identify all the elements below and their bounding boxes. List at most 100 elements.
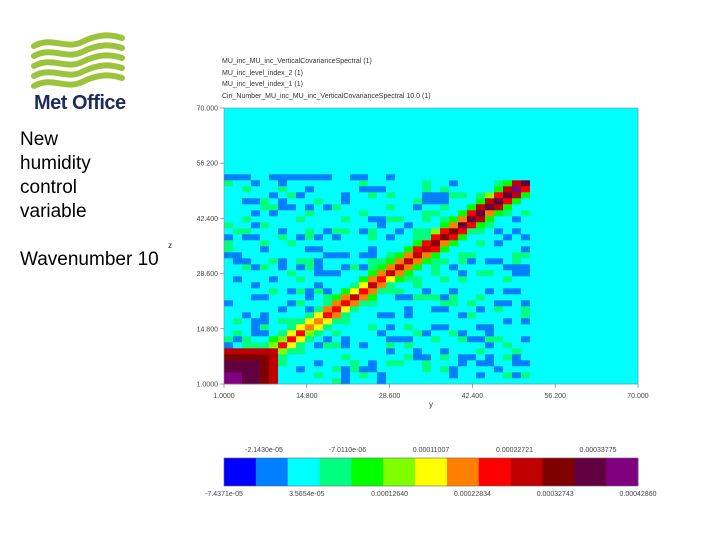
heatmap-cell [341, 126, 351, 133]
heatmap-cell [278, 186, 288, 193]
heatmap-cell [575, 378, 585, 385]
heatmap-cell [629, 360, 639, 367]
heatmap-cell [242, 114, 252, 121]
heatmap-cell [575, 114, 585, 121]
heatmap-cell [422, 318, 432, 325]
heatmap-cell [530, 222, 540, 229]
heatmap-cell [377, 234, 387, 241]
heatmap-cell [233, 162, 243, 169]
heatmap-cell [251, 156, 261, 163]
heatmap-cell [233, 264, 243, 271]
heatmap-cell [377, 228, 387, 235]
heatmap-cell [323, 138, 333, 145]
heatmap-cell [512, 174, 522, 181]
heatmap-cell [242, 192, 252, 199]
heatmap-cell [620, 150, 630, 157]
heatmap-cell [305, 366, 315, 373]
heatmap-cell [287, 288, 297, 295]
heatmap-cell [557, 336, 567, 343]
heatmap-cell [485, 210, 495, 217]
heatmap-cell [269, 258, 279, 265]
heatmap-cell [530, 318, 540, 325]
heatmap-cell [467, 336, 477, 343]
heatmap-cell [260, 174, 270, 181]
heatmap-cell [485, 132, 495, 139]
heatmap-cell [494, 114, 504, 121]
heatmap-cell [260, 114, 270, 121]
heatmap-cell [440, 336, 450, 343]
heatmap-cell [575, 264, 585, 271]
heatmap-cell [413, 168, 423, 175]
heatmap-cell [251, 198, 261, 205]
heatmap-cell [413, 282, 423, 289]
heatmap-cell [413, 306, 423, 313]
heatmap-cell [242, 222, 252, 229]
heatmap-cell [386, 186, 396, 193]
heatmap-cell [314, 348, 324, 355]
heatmap-cell [332, 174, 342, 181]
heatmap-cell [557, 366, 567, 373]
heatmap-cell [413, 114, 423, 121]
heatmap-cell [548, 270, 558, 277]
colorbar-swatch [510, 458, 543, 486]
heatmap-cell [629, 282, 639, 289]
heatmap-cell [242, 246, 252, 253]
heatmap-cell [314, 294, 324, 301]
heatmap-cell [287, 258, 297, 265]
heatmap-cell [323, 258, 333, 265]
heatmap-cell [350, 162, 360, 169]
heatmap-cell [278, 294, 288, 301]
heatmap-cell [584, 378, 594, 385]
heatmap-cell [278, 282, 288, 289]
heatmap-cell [386, 288, 396, 295]
heatmap-cell [413, 360, 423, 367]
heatmap-cell [377, 192, 387, 199]
heatmap-cell [323, 348, 333, 355]
heatmap-cell [485, 336, 495, 343]
heatmap-cell [296, 330, 306, 337]
heatmap-cell [557, 354, 567, 361]
heatmap-cell [440, 162, 450, 169]
heatmap-cell [251, 114, 261, 121]
heatmap-cell [314, 120, 324, 127]
heatmap-cell [251, 264, 261, 271]
heatmap-cell [260, 180, 270, 187]
heatmap-cell [512, 198, 522, 205]
heatmap-cell [359, 276, 369, 283]
heatmap-cell [386, 270, 396, 277]
heatmap-cell [422, 312, 432, 319]
heatmap-cell [539, 120, 549, 127]
heatmap-cell [305, 132, 315, 139]
heatmap-cell [557, 198, 567, 205]
heatmap-cell [314, 216, 324, 223]
heatmap-cell [413, 270, 423, 277]
heatmap-cell [440, 312, 450, 319]
heatmap-cell [440, 294, 450, 301]
heatmap-cell [296, 264, 306, 271]
heatmap-cell [485, 174, 495, 181]
heatmap-cell [530, 132, 540, 139]
heatmap-cell [296, 300, 306, 307]
colorbar-swatch [383, 458, 416, 486]
heatmap-cell [449, 306, 459, 313]
heatmap-cell [557, 192, 567, 199]
heatmap-cell [386, 336, 396, 343]
heatmap-cell [287, 372, 297, 379]
heatmap-cell [431, 210, 441, 217]
heatmap-cell [368, 174, 378, 181]
heatmap-cell [386, 138, 396, 145]
heatmap-cell [386, 228, 396, 235]
heatmap-cell [350, 120, 360, 127]
heatmap-cell [395, 342, 405, 349]
heatmap-cell [314, 210, 324, 217]
heatmap-cell [512, 300, 522, 307]
heatmap-cell [224, 156, 234, 163]
heatmap-cell [341, 156, 351, 163]
heatmap-cell [629, 174, 639, 181]
heatmap-cell [458, 306, 468, 313]
heatmap-cell [233, 144, 243, 151]
heatmap-cell [350, 204, 360, 211]
colorbar-swatch [255, 458, 289, 486]
heatmap-cell [557, 342, 567, 349]
heatmap-cell [539, 318, 549, 325]
